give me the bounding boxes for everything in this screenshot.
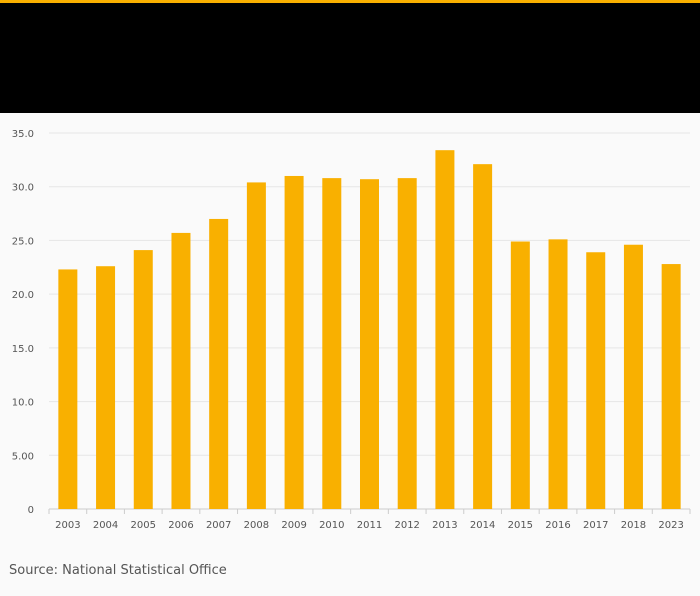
bar <box>473 164 493 509</box>
bar <box>209 218 229 509</box>
x-tick-label: 2003 <box>55 520 80 531</box>
source-note: Source: National Statistical Office <box>9 563 227 578</box>
bar <box>397 178 417 509</box>
x-tick-label: 2007 <box>206 520 231 531</box>
y-tick-label: 30.0 <box>12 183 34 194</box>
x-tick-label: 2011 <box>357 520 382 531</box>
x-tick-label: 2010 <box>319 520 344 531</box>
x-tick-label: 2018 <box>621 520 646 531</box>
x-tick-label: 2004 <box>93 520 118 531</box>
y-tick-label: 25.0 <box>12 236 34 247</box>
bar <box>661 264 681 509</box>
bar <box>284 175 304 509</box>
accent-bar <box>0 0 700 3</box>
x-tick-label: 2005 <box>131 520 156 531</box>
y-tick-label: 20.0 <box>12 290 34 301</box>
x-tick-label: 2015 <box>508 520 533 531</box>
y-tick-label: 35.0 <box>12 129 34 140</box>
x-tick-label: 2009 <box>281 520 306 531</box>
bar <box>133 250 153 509</box>
y-tick-label: 5.00 <box>12 451 34 462</box>
x-tick-label: 2012 <box>394 520 419 531</box>
header-panel <box>0 3 700 113</box>
x-tick-label: 2017 <box>583 520 608 531</box>
bar <box>548 239 568 509</box>
bar <box>623 244 643 509</box>
x-tick-label: 2014 <box>470 520 495 531</box>
x-tick-label: 2013 <box>432 520 457 531</box>
chart-area: 0 5.00 10.0 15.0 20.0 25.0 30.0 35.0 2003 2004 200… <box>0 113 700 550</box>
x-tick-label: 2023 <box>658 520 683 531</box>
bar <box>360 179 379 509</box>
bar <box>58 269 78 509</box>
y-tick-label: 0 <box>28 505 34 516</box>
y-tick-label: 10.0 <box>12 398 34 409</box>
bar <box>96 266 116 509</box>
x-tick-label: 2006 <box>168 520 193 531</box>
bar-chart: 0 5.00 10.0 15.0 20.0 25.0 30.0 35.0 2003 2004 200… <box>12 129 691 531</box>
bar <box>246 182 266 509</box>
x-tick-label: 2008 <box>244 520 269 531</box>
x-tick-label: 2016 <box>545 520 570 531</box>
bar <box>586 252 606 509</box>
y-tick-label: 15.0 <box>12 344 34 355</box>
bar <box>171 232 191 509</box>
bar <box>510 241 530 509</box>
bar <box>435 150 455 509</box>
bar <box>322 178 342 509</box>
